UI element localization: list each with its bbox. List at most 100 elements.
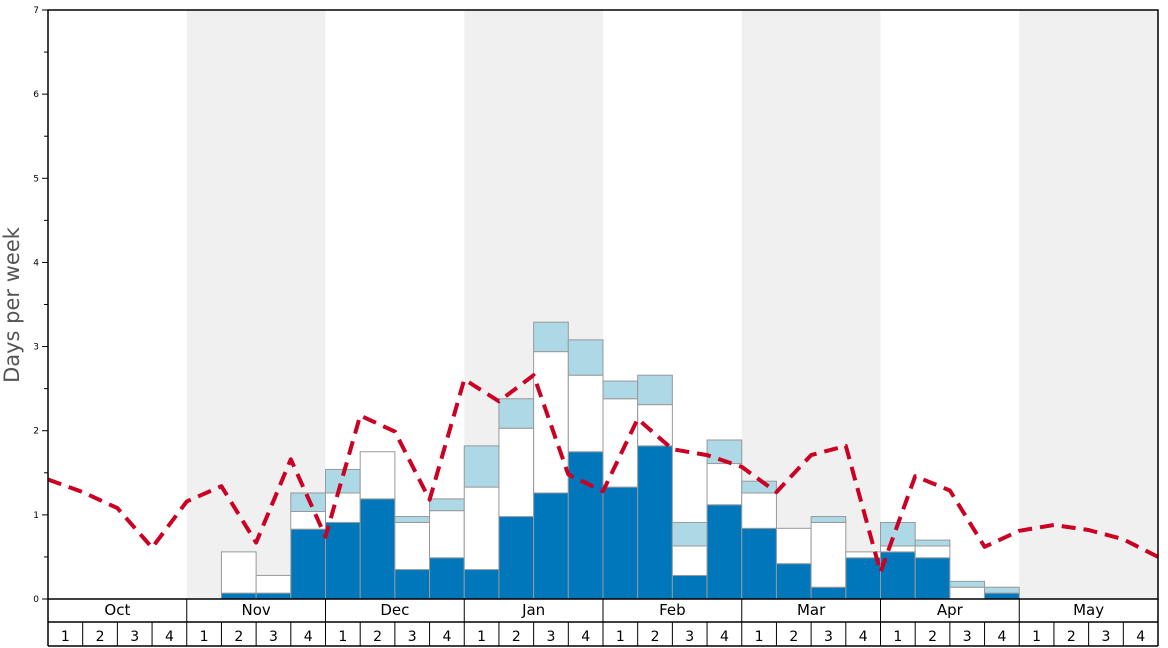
bar-segment (741, 480, 777, 494)
bar-segment (359, 451, 396, 500)
bar-segment (463, 445, 500, 488)
week-label: 3 (547, 629, 556, 645)
bar-segment (498, 516, 535, 600)
bar-segment (741, 527, 777, 600)
month-label-dec: Dec (380, 601, 409, 619)
y-axis: 0 1 2 3 4 5 6 7 (33, 6, 48, 605)
week-label: 2 (1067, 629, 1076, 645)
trend-line (47, 373, 1159, 575)
bar-segment (394, 521, 431, 571)
y-tick-label: 5 (33, 174, 39, 184)
month-label-mar: Mar (797, 601, 826, 619)
bar-segment (984, 592, 1020, 600)
week-label: 4 (304, 629, 313, 645)
bar-segment (429, 557, 465, 600)
bar-segment (533, 492, 569, 600)
week-label: 4 (165, 629, 174, 645)
week-label: 4 (581, 629, 590, 645)
y-tick-label: 3 (33, 343, 39, 353)
month-shade-may (1019, 10, 1158, 599)
week-label: 3 (963, 629, 972, 645)
y-axis-label: Days per week (0, 226, 24, 383)
y-tick-label: 6 (33, 90, 39, 100)
bar-segment (220, 551, 257, 594)
week-label: 2 (234, 629, 243, 645)
y-tick-label: 7 (33, 6, 39, 16)
bar-segment (325, 521, 361, 600)
bar-segment (220, 592, 257, 600)
bar-segment (533, 321, 569, 353)
week-label: 2 (789, 629, 798, 645)
month-label-oct: Oct (104, 601, 130, 619)
bar-segment (463, 486, 500, 571)
week-label: 2 (373, 629, 382, 645)
bar-segment (706, 463, 743, 506)
bar-segment (429, 498, 465, 512)
bar-segment (880, 545, 916, 553)
bar-segment (290, 528, 326, 600)
bar-segment (741, 492, 777, 529)
week-label: 2 (512, 629, 521, 645)
month-label-jan: Jan (521, 601, 545, 619)
bar-segment (255, 574, 292, 594)
bar-segment (671, 545, 708, 576)
bar-segment (567, 339, 604, 376)
bar-segment (775, 563, 812, 600)
month-shading-layer (186, 10, 1158, 599)
bar-segment (463, 569, 500, 600)
x-axis: Oct 1 2 3 4 Nov 1 2 3 4 Dec 1 2 3 4 Jan 1 2 3 4 Feb 1 2 3 4 Mar 1 2… (47, 599, 1159, 647)
week-label: 3 (269, 629, 278, 645)
y-tick-label: 2 (33, 427, 39, 437)
bars-layer (220, 321, 1020, 600)
bar-segment (914, 545, 951, 559)
bar-segment (949, 580, 986, 588)
bar-segment (255, 592, 292, 600)
bar-segment (567, 374, 604, 453)
bar-segment (914, 539, 951, 547)
month-label-apr: Apr (937, 601, 964, 619)
bar-segment (359, 498, 396, 600)
week-label: 4 (720, 629, 729, 645)
bar-segment (914, 557, 951, 600)
week-label: 3 (1102, 629, 1111, 645)
week-label: 1 (1032, 629, 1041, 645)
bar-segment (637, 374, 673, 406)
week-label: 1 (338, 629, 347, 645)
bar-segment (810, 521, 847, 588)
bar-segment (845, 557, 881, 600)
bar-segment (498, 427, 535, 518)
week-label: 1 (616, 629, 625, 645)
week-label: 4 (997, 629, 1006, 645)
week-label: 4 (1136, 629, 1145, 645)
month-label-feb: Feb (659, 601, 686, 619)
bar-segment (637, 445, 673, 600)
bar-segment (602, 398, 639, 488)
bar-segment (949, 586, 986, 600)
y-tick-label: 1 (33, 511, 39, 521)
bar-segment (671, 521, 708, 547)
week-label: 3 (408, 629, 417, 645)
bar-segment (810, 516, 847, 523)
week-label: 1 (893, 629, 902, 645)
bar-segment (810, 586, 847, 600)
week-label: 2 (651, 629, 660, 645)
week-label: 4 (442, 629, 451, 645)
trend-line-layer (47, 373, 1159, 575)
bar-segment (533, 351, 569, 494)
bar-segment (429, 510, 465, 559)
week-label: 1 (477, 629, 486, 645)
week-label: 1 (61, 629, 70, 645)
bar-segment (775, 527, 812, 565)
bar-segment (671, 574, 708, 600)
week-label: 3 (685, 629, 694, 645)
bar-segment (394, 569, 431, 600)
bar-segment (602, 486, 639, 600)
bar-segment (706, 504, 743, 600)
week-label: 1 (200, 629, 209, 645)
week-label: 3 (824, 629, 833, 645)
week-label: 1 (755, 629, 764, 645)
week-label: 3 (130, 629, 139, 645)
y-tick-label: 4 (33, 258, 39, 268)
month-label-nov: Nov (241, 601, 270, 619)
